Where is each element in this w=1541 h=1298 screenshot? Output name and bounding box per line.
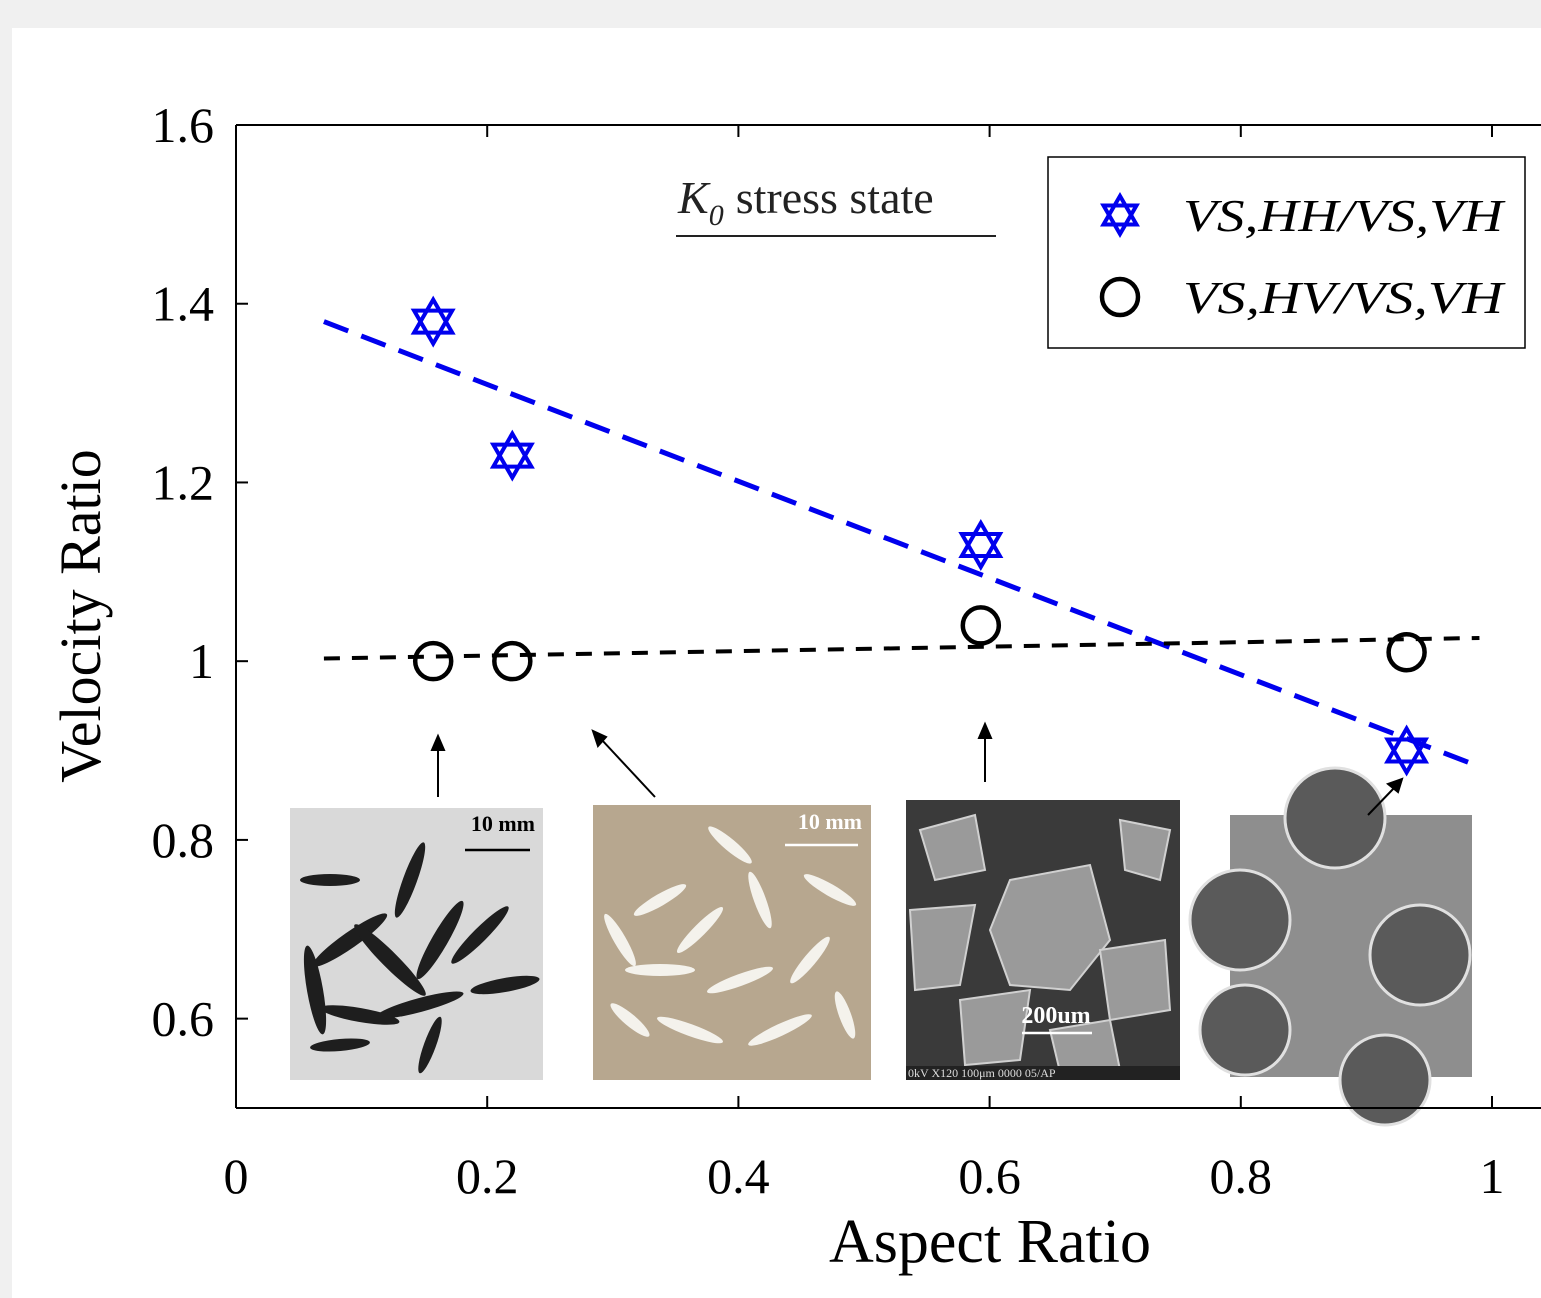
x-tick-label: 0.6 — [958, 1148, 1021, 1204]
star-part — [1384, 737, 1430, 777]
trend-line — [323, 319, 1481, 769]
y-tick-label: 0.6 — [152, 991, 215, 1047]
y-tick-label: 1 — [189, 633, 214, 689]
inset-photo — [290, 808, 543, 1080]
annotation-text: stress state — [736, 172, 934, 223]
circle-marker — [960, 605, 1002, 646]
sem-info: 0kV X120 100μm 0000 05/AP — [908, 1066, 1056, 1080]
annotation-subscript: 0 — [709, 199, 724, 232]
inset-photo — [1188, 766, 1472, 1127]
trend-line — [323, 635, 1480, 661]
star-marker — [958, 518, 1004, 572]
x-tick-label: 0.4 — [707, 1148, 770, 1204]
star-part — [410, 295, 456, 335]
circle-marker — [412, 640, 454, 682]
star-part — [958, 532, 1004, 572]
y-tick-label: 1.2 — [152, 454, 215, 510]
x-axis-label: Aspect Ratio — [829, 1208, 1151, 1276]
y-tick-label: 1.6 — [152, 97, 215, 153]
x-tick-label: 0.8 — [1210, 1148, 1273, 1204]
legend-box — [1047, 156, 1526, 349]
y-axis-label: Velocity Ratio — [48, 449, 113, 782]
annotation-symbol: K — [677, 172, 711, 223]
circle-marker — [492, 640, 533, 682]
x-tick-label: 0.2 — [456, 1148, 519, 1204]
scale-label: 10 mm — [471, 811, 535, 836]
legend-marker — [1099, 276, 1141, 318]
star-part — [410, 308, 456, 348]
annotation: K0 stress state — [677, 172, 934, 232]
star-marker — [410, 295, 456, 348]
x-tick-label: 1 — [1480, 1148, 1505, 1204]
circle-marker — [1386, 631, 1427, 673]
scale-label: 10 mm — [798, 809, 862, 834]
y-tick-label: 1.4 — [152, 276, 215, 332]
inset-photo — [593, 805, 871, 1080]
scale-label: 200um — [1021, 1003, 1090, 1029]
x-tick-label: 0 — [224, 1148, 249, 1204]
inset-arrows — [430, 721, 1404, 816]
y-tick-label: 0.8 — [152, 812, 215, 868]
star-part — [1384, 724, 1430, 764]
axes-frame — [235, 124, 1541, 1109]
star-marker — [489, 429, 535, 482]
inset-photo — [906, 800, 1180, 1080]
star-part — [489, 442, 535, 482]
star-part — [958, 518, 1004, 558]
star-marker — [1384, 724, 1430, 777]
star-part — [489, 429, 535, 469]
legend-marker — [1100, 192, 1140, 227]
legend-marker — [1100, 203, 1140, 238]
legend-label: VS,HV/VS,VH — [1183, 272, 1506, 323]
legend-label: VS,HH/VS,VH — [1183, 190, 1506, 241]
